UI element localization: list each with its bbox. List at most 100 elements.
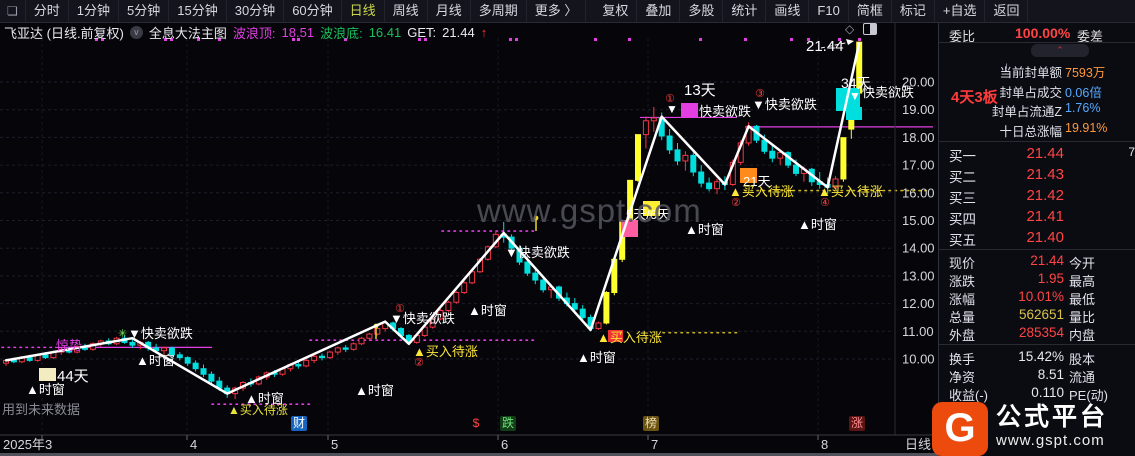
period-tab-15分钟[interactable]: 15分钟 [169,0,227,22]
chevron-down-icon[interactable]: v [129,25,143,39]
svg-text:▲时窗: ▲时窗 [355,383,394,398]
svg-text:✳: ✳ [118,328,127,340]
buy-label: 买二 [949,170,976,185]
svg-text:8: 8 [821,437,828,452]
info-label2: 最低 [1069,292,1096,307]
day-badge: 跌 [500,416,516,431]
tool-button-统计[interactable]: 统计 [723,0,767,22]
svg-text:▲时窗: ▲时窗 [468,303,507,318]
svg-text:▼: ▼ [666,102,678,116]
svg-text:19.00: 19.00 [902,102,935,117]
svg-text:▲时窗: ▲时窗 [685,222,724,237]
svg-text:16.00: 16.00 [902,185,935,200]
fengdan-value: 19.91% [1065,120,1108,135]
fengdan-label: 封单占成交 [999,85,1062,100]
watermark: www.gspt.com [477,192,702,229]
period-tab-月线[interactable]: 月线 [428,0,471,22]
period-tab-1分钟[interactable]: 1分钟 [69,0,120,22]
svg-text:3: 3 [45,437,52,452]
fengdan-value: 1.76% [1065,101,1101,115]
buy-label: 买五 [949,233,976,248]
fengdan-label: 十日总涨幅 [999,124,1062,139]
info-row: 净资 8.51 流通 [939,367,1135,385]
split-window-icon[interactable] [863,23,878,35]
svg-text:快卖欲跌: 快卖欲跌 [862,85,914,100]
tool-button-画线[interactable]: 画线 [766,0,810,22]
info-value: 10.01% [1018,289,1064,304]
info-row: 涨幅 10.01% 最低 [939,289,1135,307]
period-tab-30分钟[interactable]: 30分钟 [227,0,285,22]
fengdan-row: ! 当前封单额 7593万 [939,62,1135,81]
gspt-title: 公式平台 [996,403,1109,431]
info-row: 换手 15.42% 股本 [939,349,1135,367]
buy-row: 买五 21.40 [939,229,1135,250]
buy-row: 买四 21.41 [939,208,1135,229]
svg-text:20.00: 20.00 [902,75,935,90]
divider [939,249,1135,250]
svg-text:快卖欲跌: 快卖欲跌 [699,104,751,119]
info-value: 8.51 [1037,367,1064,382]
period-tab-更多 〉[interactable]: 更多 〉 [527,0,587,22]
tool-button-叠加[interactable]: 叠加 [637,0,681,22]
svg-text:4: 4 [190,437,197,452]
tool-button-多股[interactable]: 多股 [680,0,724,22]
fengdan-row: 十日总涨幅 19.91% [939,121,1135,140]
info-label: 涨幅 [949,292,976,307]
gspt-url: www.gspt.com [996,432,1105,449]
indicator-name[interactable]: 全息大法主图 [148,25,227,41]
buy-row: 买三 21.42 [939,187,1135,208]
tool-button-返回[interactable]: 返回 [985,0,1029,22]
get-label: GET: [407,24,437,40]
get-value: 21.44 [442,24,475,40]
svg-text:21天: 21天 [743,174,770,189]
svg-text:▲时窗: ▲时窗 [798,217,837,232]
info-label2: 今开 [1069,256,1096,271]
svg-text:18.00: 18.00 [902,130,935,145]
svg-text:▼快卖欲跌: ▼快卖欲跌 [390,311,455,326]
info-row: 外盘 285354 内盘 [939,325,1135,343]
svg-text:7: 7 [651,437,658,452]
info-value: 0.110 [1031,385,1064,400]
svg-text:③: ③ [755,88,765,100]
window-icon[interactable]: ❏ [0,0,26,22]
svg-text:12.00: 12.00 [902,296,935,311]
tool-button-复权[interactable]: 复权 [594,0,638,22]
svg-text:▲买入待涨: ▲买入待涨 [228,402,288,417]
svg-text:①: ① [395,303,405,315]
period-tab-多周期[interactable]: 多周期 [471,0,527,22]
info-label2: 量比 [1069,310,1096,325]
info-value: 15.42% [1018,349,1064,364]
board-streak-badge: 4天3板 [951,89,998,106]
info-label: 涨跌 [949,274,976,289]
svg-text:▼: ▼ [849,89,861,103]
tool-button-+自选[interactable]: +自选 [935,0,986,22]
weibi-value: 100.00% [1015,25,1071,41]
period-tab-5分钟[interactable]: 5分钟 [119,0,170,22]
diamond-icon[interactable]: ◇ [845,22,855,36]
svg-text:④: ④ [820,197,830,209]
info-label: 外盘 [949,328,976,343]
info-row: 涨跌 1.95 最高 [939,271,1135,289]
period-tab-日线[interactable]: 日线 [342,0,385,22]
tool-button-F10[interactable]: F10 [809,0,849,22]
fengdan-row: 封单占流通Z 1.76% [939,101,1135,120]
tool-button-标记[interactable]: 标记 [892,0,935,22]
buy-label: 买三 [949,191,976,206]
svg-text:17.00: 17.00 [902,158,935,173]
wave-bottom-value: 16.41 [368,24,402,40]
period-tab-周线[interactable]: 周线 [385,0,428,22]
svg-text:5: 5 [331,437,338,452]
collapse-button[interactable]: ⌃ [1031,44,1089,57]
svg-text:11.00: 11.00 [902,324,934,339]
tool-button-简框[interactable]: 简框 [849,0,892,22]
buy-label: 买一 [949,149,976,164]
period-tab-60分钟[interactable]: 60分钟 [284,0,342,22]
day-badge: $ [472,416,480,430]
future-data-note: 用到未来数据 [2,402,81,417]
period-tab-分时[interactable]: 分时 [26,0,69,22]
info-value: 1.95 [1037,271,1064,286]
day-badge: 榜 [643,416,659,431]
svg-text:▼快卖欲跌: ▼快卖欲跌 [752,97,817,112]
stock-title: 飞亚达 (日线.前复权) [4,25,124,41]
